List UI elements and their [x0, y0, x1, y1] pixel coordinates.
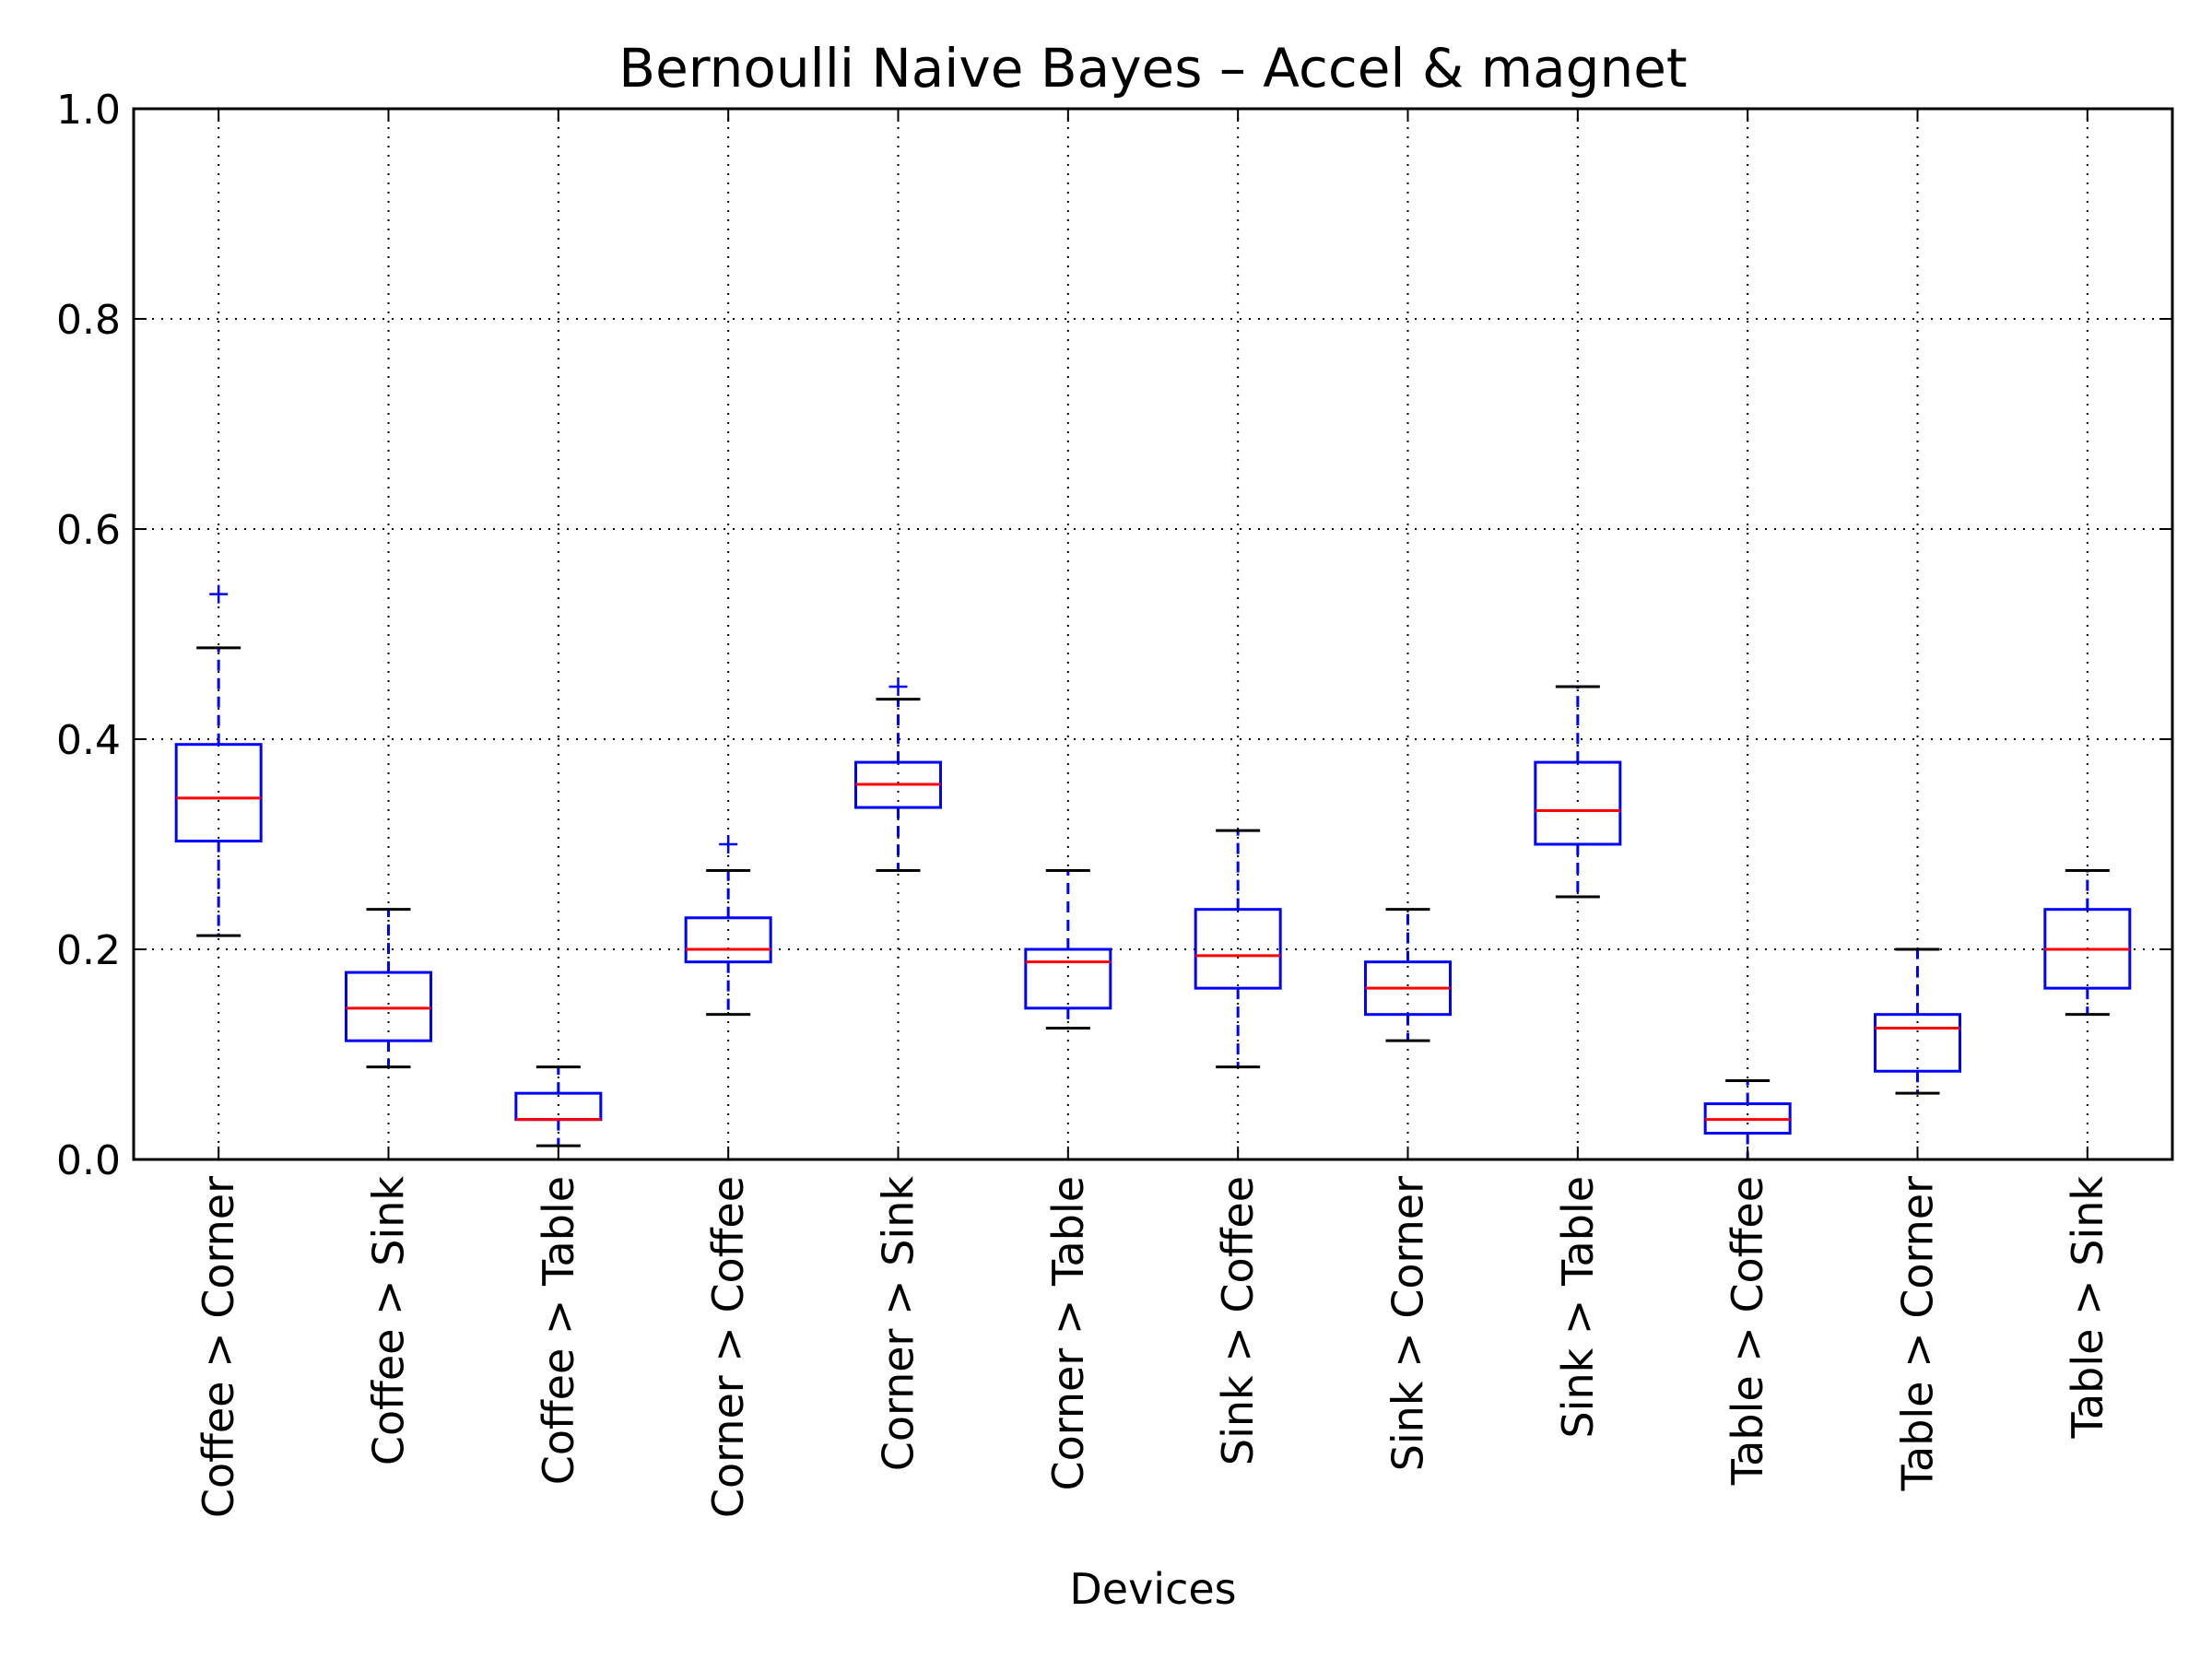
y-tick-label: 0.0	[56, 1137, 121, 1184]
box-group	[684, 835, 772, 1017]
x-tick-label: Coffee > Table	[534, 1176, 583, 1485]
box-group	[1024, 869, 1112, 1030]
box-iqr	[1534, 760, 1622, 846]
y-tick-label: 1.0	[56, 87, 121, 134]
box-iqr	[684, 916, 772, 964]
box-group	[1364, 908, 1452, 1042]
x-tick-label: Corner > Coffee	[703, 1176, 753, 1518]
box-iqr	[1194, 908, 1282, 990]
y-tick-label: 0.2	[56, 927, 121, 974]
axis-ticks: 0.0 0.2 0.4 0.6 0.8 1.0 Coffee > Corner Coffee …	[56, 87, 2172, 1518]
grid-lines	[134, 108, 2172, 1160]
x-tick-label: Corner > Sink	[874, 1176, 924, 1472]
outlier-marker	[209, 584, 229, 604]
box-iqr	[1024, 947, 1112, 1010]
box-group	[1194, 829, 1282, 1069]
plot-area-frame	[132, 107, 2174, 1161]
x-tick-label: Coffee > Sink	[364, 1176, 414, 1465]
box-group	[1874, 947, 1961, 1095]
box-group	[1534, 685, 1622, 899]
box-group	[2043, 869, 2132, 1017]
x-axis-label: Devices	[1069, 1564, 1236, 1614]
y-tick-label: 0.4	[56, 717, 121, 764]
box-group	[514, 1065, 603, 1147]
boxes	[174, 584, 2132, 1161]
box-group	[854, 677, 942, 872]
box-group	[345, 908, 432, 1069]
outlier-marker	[888, 677, 908, 696]
x-tick-label: Sink > Table	[1553, 1176, 1603, 1439]
box-group	[174, 584, 263, 937]
x-tick-label: Table > Corner	[1893, 1176, 1943, 1492]
outlier-marker	[719, 835, 738, 853]
box-iqr	[345, 971, 432, 1042]
x-tick-label: Coffee > Corner	[194, 1176, 243, 1518]
x-tick-label: Table > Sink	[2063, 1176, 2112, 1440]
box-iqr	[1874, 1013, 1961, 1073]
x-tick-label: Corner > Table	[1043, 1176, 1093, 1490]
x-tick-label: Table > Coffee	[1723, 1176, 1772, 1486]
box-iqr	[174, 743, 263, 843]
y-tick-label: 0.6	[56, 507, 121, 554]
x-tick-label: Sink > Coffee	[1213, 1176, 1263, 1465]
chart-title: Bernoulli Naive Bayes – Accel & magnet	[618, 37, 1687, 100]
y-tick-label: 0.8	[56, 297, 121, 344]
x-tick-label: Sink > Corner	[1383, 1176, 1433, 1471]
